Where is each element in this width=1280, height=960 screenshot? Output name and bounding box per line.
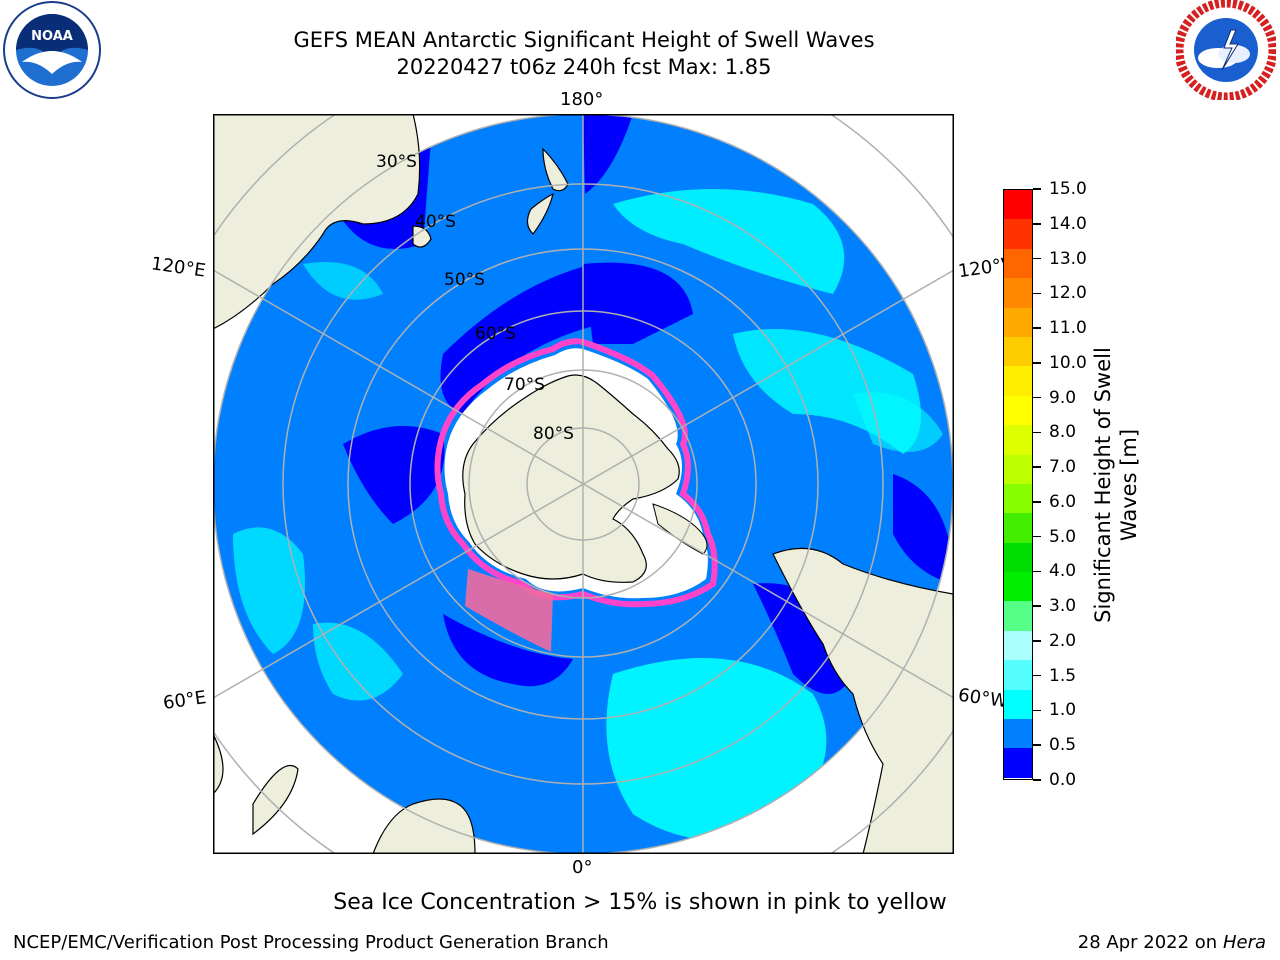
- colorbar-tick-label: 14.0: [1049, 213, 1087, 234]
- colorbar-segment: [1004, 513, 1032, 543]
- noaa-logo: NOAA: [2, 0, 102, 100]
- colorbar-segment: [1004, 366, 1032, 396]
- lat-label-50s: 50°S: [444, 270, 485, 290]
- colorbar-tick: 12.0: [1033, 283, 1087, 303]
- colorbar-tick: 14.0: [1033, 214, 1087, 234]
- lon-label-180: 180°: [560, 89, 604, 110]
- colorbar-tick: 3.0: [1033, 596, 1076, 616]
- lat-label-60s: 60°S: [475, 324, 516, 344]
- colorbar-tick: 5.0: [1033, 527, 1076, 547]
- colorbar-segment: [1004, 454, 1032, 484]
- sea-ice-note: Sea Ice Concentration > 15% is shown in …: [333, 890, 947, 915]
- colorbar-segment: [1004, 748, 1032, 778]
- colorbar-tick-label: 9.0: [1049, 387, 1077, 408]
- lon-label-0: 0°: [572, 857, 593, 878]
- colorbar-tick-label: 13.0: [1049, 248, 1087, 269]
- machine-name: Hera: [1222, 932, 1266, 953]
- colorbar-tick-label: 0.0: [1049, 770, 1077, 790]
- nws-logo: [1174, 0, 1278, 102]
- colorbar-segment: [1004, 630, 1032, 661]
- lon-label-120e: 120°E: [149, 253, 207, 282]
- colorbar-tick-label: 3.0: [1049, 596, 1077, 617]
- chart-title: GEFS MEAN Antarctic Significant Height o…: [293, 28, 875, 52]
- colorbar-tick-label: 6.0: [1049, 491, 1077, 512]
- colorbar-segment: [1004, 572, 1032, 602]
- colorbar-tick-label: 1.0: [1049, 700, 1077, 721]
- colorbar-segment: [1004, 278, 1032, 308]
- colorbar-tick: 8.0: [1033, 422, 1076, 442]
- colorbar-segment: [1004, 336, 1032, 367]
- colorbar-tick-label: 11.0: [1049, 318, 1087, 339]
- colorbar-tick: 1.0: [1033, 700, 1076, 720]
- colorbar-tick: 1.5: [1033, 666, 1076, 686]
- colorbar-tick-label: 1.5: [1049, 665, 1077, 686]
- colorbar-segment: [1004, 601, 1032, 631]
- colorbar-tick-label: 7.0: [1049, 457, 1077, 478]
- colorbar-tick: 7.0: [1033, 457, 1076, 477]
- chart-subtitle: 20220427 t06z 240h fcst Max: 1.85: [396, 55, 772, 79]
- colorbar-tick: 0.5: [1033, 735, 1076, 755]
- colorbar-tick: 11.0: [1033, 318, 1087, 338]
- colorbar-tick: 6.0: [1033, 492, 1076, 512]
- polar-map: [213, 114, 954, 854]
- lon-label-60e: 60°E: [161, 687, 208, 714]
- colorbar-segment: [1004, 190, 1032, 220]
- colorbar-segment: [1004, 425, 1032, 455]
- polar-map-svg: [213, 114, 954, 854]
- colorbar-segment: [1004, 660, 1032, 690]
- colorbar-tick: 2.0: [1033, 631, 1076, 651]
- colorbar-tick-label: 4.0: [1049, 561, 1077, 582]
- run-date: 28 Apr 2022 on Hera: [1078, 932, 1266, 953]
- colorbar-tick-label: 0.5: [1049, 735, 1077, 756]
- colorbar-segment: [1004, 219, 1032, 249]
- colorbar-tick-label: 12.0: [1049, 283, 1087, 304]
- noaa-logo-text: NOAA: [31, 29, 73, 44]
- colorbar-tick-label: 15.0: [1049, 179, 1087, 199]
- land-antarctica: [462, 374, 680, 583]
- land: [213, 114, 954, 854]
- land-africa: [372, 798, 476, 854]
- land-australia: [213, 114, 421, 330]
- land-tasmania: [412, 225, 432, 248]
- colorbar-segment: [1004, 248, 1032, 279]
- lat-label-30s: 30°S: [376, 152, 417, 172]
- colorbar-label-line2: Waves [m]: [1117, 428, 1141, 542]
- credit-text: NCEP/EMC/Verification Post Processing Pr…: [13, 932, 609, 953]
- colorbar-segment: [1004, 395, 1032, 426]
- land-new-zealand: [526, 147, 569, 235]
- ocean-field: [213, 114, 953, 854]
- colorbar-segment: [1004, 542, 1032, 573]
- colorbar-label: Significant Height of Swell Waves [m]: [1090, 335, 1142, 635]
- land-south-america: [772, 547, 954, 854]
- colorbar-tick: 13.0: [1033, 249, 1087, 269]
- run-date-text: 28 Apr 2022 on: [1077, 932, 1218, 953]
- lat-label-70s: 70°S: [504, 375, 545, 395]
- colorbar-tick: 9.0: [1033, 388, 1076, 408]
- colorbar-tick: 15.0: [1033, 179, 1087, 199]
- sea-ice-weddell: [465, 569, 553, 652]
- colorbar-segment: [1004, 307, 1032, 337]
- lat-label-80s: 80°S: [533, 424, 574, 444]
- colorbar-segment: [1004, 483, 1032, 514]
- colorbar-label-line1: Significant Height of Swell: [1091, 347, 1115, 623]
- lat-label-40s: 40°S: [415, 212, 456, 232]
- colorbar-tick-label: 5.0: [1049, 526, 1077, 547]
- colorbar-tick-label: 8.0: [1049, 422, 1077, 443]
- colorbar-segment: [1004, 719, 1032, 749]
- colorbar-tick-label: 2.0: [1049, 630, 1077, 651]
- lon-label-60w: 60°W: [956, 684, 1009, 713]
- colorbar-tick: 10.0: [1033, 353, 1087, 373]
- land-madagascar: [252, 764, 299, 836]
- colorbar-segment: [1004, 689, 1032, 720]
- colorbar-tick-label: 10.0: [1049, 352, 1087, 373]
- colorbar-tick: 4.0: [1033, 561, 1076, 581]
- colorbar: [1003, 189, 1033, 780]
- colorbar-tick: 0.0: [1033, 770, 1076, 790]
- antarctica: [434, 338, 718, 652]
